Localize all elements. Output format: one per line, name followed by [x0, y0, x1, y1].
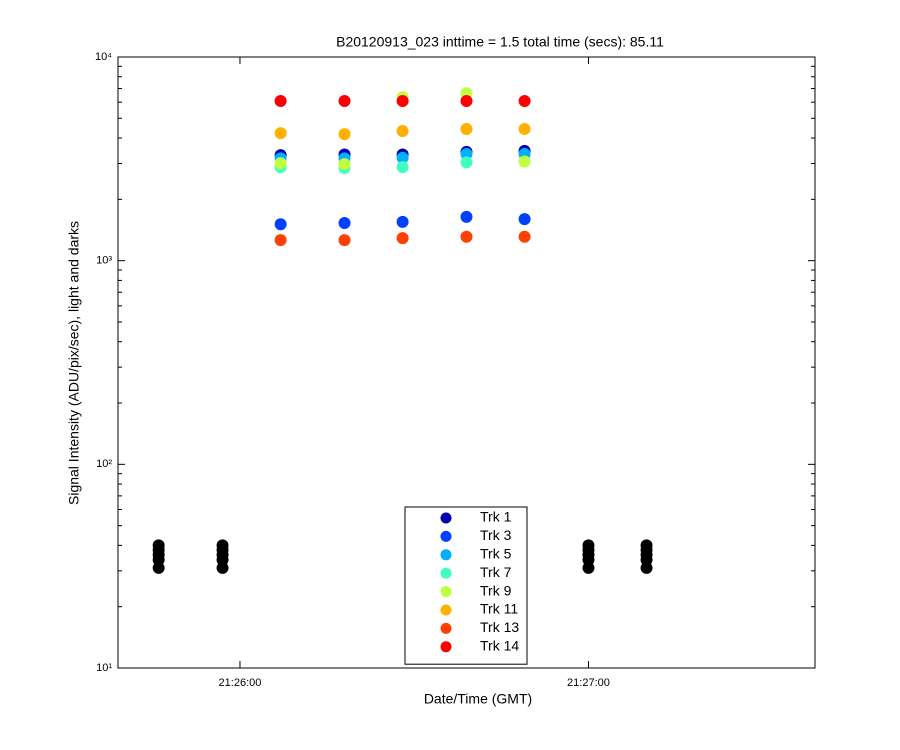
legend-marker — [440, 530, 452, 542]
x-tick-label: 21:26:00 — [219, 677, 262, 689]
data-point — [518, 155, 531, 168]
data-point — [338, 128, 351, 141]
data-point — [460, 156, 473, 169]
data-point — [274, 218, 287, 231]
x-axis-label: Date/Time (GMT) — [424, 691, 532, 707]
y-axis-label: Signal Intensity (ADU/pix/sec), light an… — [66, 221, 82, 505]
y-tick-label: 10² — [96, 458, 112, 470]
data-point — [518, 123, 531, 136]
legend-marker — [440, 604, 452, 616]
legend-label: Trk 11 — [480, 601, 518, 617]
plot-frame — [117, 56, 816, 669]
data-point — [396, 232, 409, 245]
legend-label: Trk 9 — [480, 582, 512, 598]
data-point — [274, 127, 287, 140]
data-point — [460, 230, 473, 243]
data-point — [274, 95, 287, 108]
data-point — [396, 161, 409, 174]
legend-label: Trk 5 — [480, 546, 512, 562]
data-point — [460, 147, 473, 160]
data-point — [460, 210, 473, 223]
legend-label: Trk 14 — [480, 638, 519, 654]
data-point — [460, 95, 473, 108]
legend-label: Trk 3 — [480, 527, 512, 543]
chart-title: B20120913_023 inttime = 1.5 total time (… — [336, 34, 664, 50]
data-point — [582, 561, 595, 574]
data-point — [274, 234, 287, 247]
data-point — [396, 95, 409, 108]
data-point — [518, 95, 531, 108]
legend-marker — [440, 512, 452, 524]
legend-label: Trk 13 — [480, 619, 519, 635]
data-point — [640, 561, 653, 574]
y-tick-label: 10³ — [96, 255, 112, 267]
data-point — [338, 234, 351, 247]
data-point — [396, 125, 409, 138]
data-point — [396, 215, 409, 228]
legend-marker — [440, 586, 452, 598]
data-point — [216, 561, 229, 574]
x-tick-label: 21:27:00 — [567, 677, 610, 689]
data-point — [338, 158, 351, 171]
legend-marker — [440, 549, 452, 561]
legend-label: Trk 7 — [480, 564, 512, 580]
legend-marker — [440, 567, 452, 579]
y-tick-label: 10⁴ — [95, 51, 112, 63]
legend-box — [404, 506, 528, 665]
legend-marker — [440, 641, 452, 653]
data-point — [338, 217, 351, 230]
data-point — [338, 95, 351, 108]
legend-label: Trk 1 — [480, 509, 512, 525]
data-point — [460, 123, 473, 136]
data-point — [152, 561, 165, 574]
data-point — [518, 230, 531, 243]
y-tick-label: 10¹ — [96, 662, 112, 674]
data-point — [396, 151, 409, 164]
data-point — [274, 157, 287, 170]
data-point — [518, 213, 531, 226]
legend-marker — [440, 622, 452, 634]
